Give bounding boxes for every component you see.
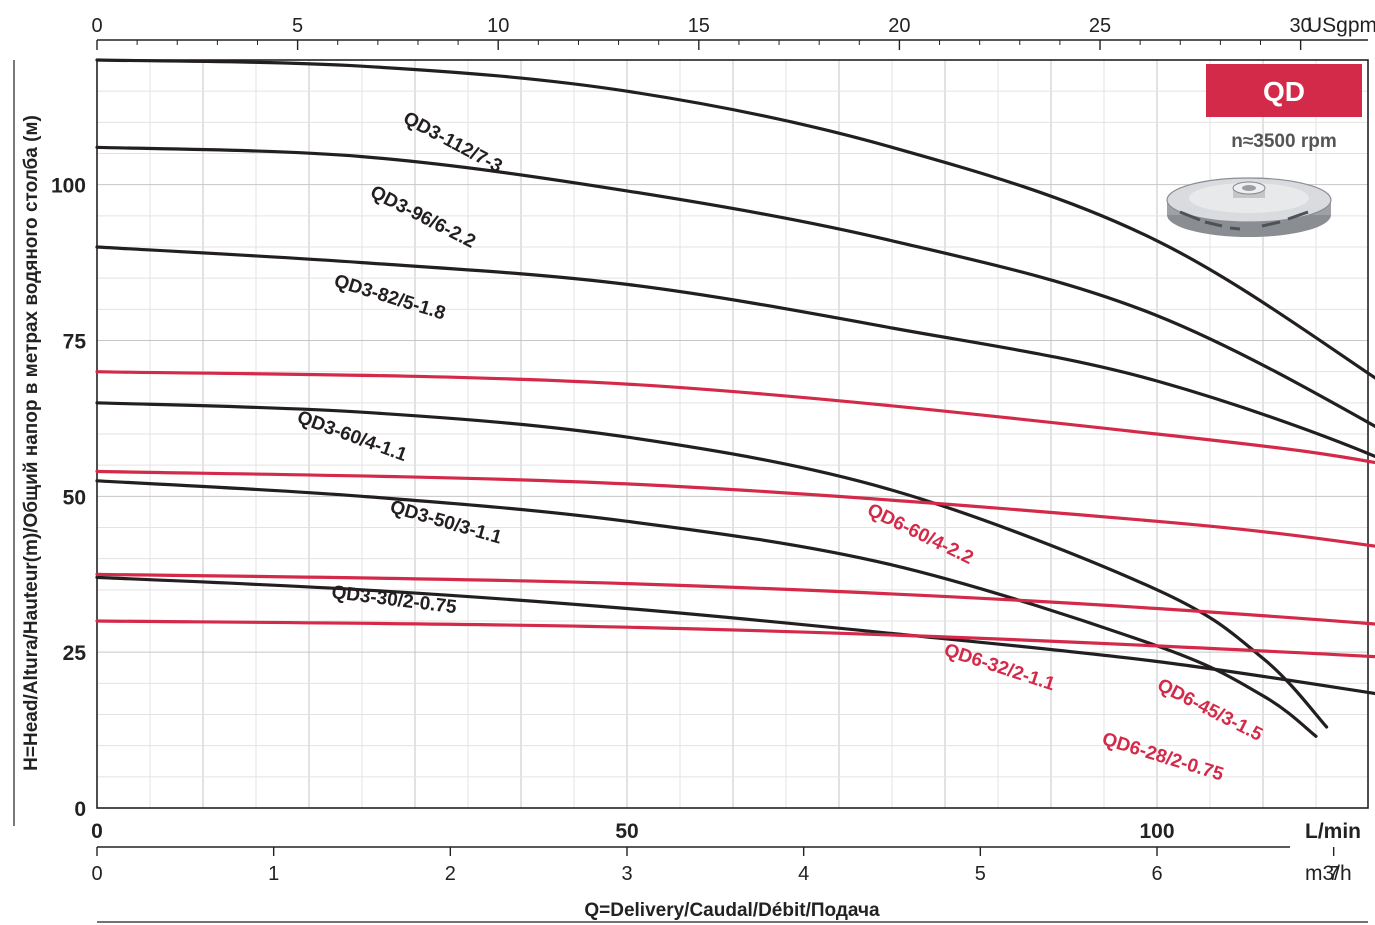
m3h-tick-label: 5 bbox=[975, 863, 986, 885]
x-axis-ticks-lmin: 050100150200 bbox=[91, 820, 1174, 843]
m3h-tick-label: 1 bbox=[268, 863, 279, 885]
speed-label: n≈3500 rpm bbox=[1231, 131, 1336, 152]
m3h-tick-label: 7 bbox=[1328, 863, 1339, 885]
y-tick-label: 75 bbox=[63, 331, 87, 354]
plot-frame bbox=[96, 59, 1369, 809]
y-tick-label: 100 bbox=[51, 175, 86, 198]
curve-label: QD3-30/2-0.75 bbox=[330, 582, 458, 618]
m3h-tick-label: 0 bbox=[91, 863, 102, 885]
curve-qd3-50-3-1-1 bbox=[95, 479, 1318, 738]
y-tick-label: 0 bbox=[74, 798, 86, 821]
curve-label: QD3-60/4-1.1 bbox=[294, 407, 410, 466]
y-axis-title: H=Head/Altura/Hauteur(m)/Общий напор в м… bbox=[21, 115, 42, 771]
x-tick-label-lmin: 50 bbox=[615, 820, 638, 843]
curve-labels: QD3-112/7-3QD3-96/6-2.2QD3-82/5-1.8QD3-6… bbox=[294, 108, 1266, 786]
top-tick-label: 15 bbox=[688, 15, 710, 37]
y-tick-label: 50 bbox=[63, 486, 86, 509]
top-axis-unit: USgpm bbox=[1307, 14, 1375, 37]
m3h-axis-unit: m3/h bbox=[1305, 862, 1352, 885]
y-axis-ticks: 0 25 50 75 100 bbox=[51, 175, 86, 821]
y-tick-label: 25 bbox=[63, 642, 87, 665]
x-axis-ticks-m3h: 012345678910111213 bbox=[91, 847, 1339, 885]
m3h-tick-label: 4 bbox=[798, 863, 809, 885]
top-tick-label: 0 bbox=[91, 15, 102, 37]
curve-label: QD3-96/6-2.2 bbox=[367, 182, 479, 253]
top-tick-label: 5 bbox=[292, 15, 303, 37]
model-badge-label: QD bbox=[1263, 76, 1305, 107]
model-badge bbox=[1206, 64, 1362, 117]
curve-qd6-45-3-1-5 bbox=[95, 469, 1375, 548]
x-axis-title: Q=Delivery/Caudal/Débit/Подача bbox=[584, 900, 880, 921]
curve-qd6-60-4-2-2 bbox=[95, 370, 1375, 465]
impeller-icon bbox=[1166, 177, 1332, 237]
top-tick-label: 20 bbox=[888, 15, 910, 37]
curve-qd6-28-2-0-75 bbox=[95, 619, 1375, 659]
performance-curves bbox=[95, 58, 1375, 738]
m3h-tick-label: 3 bbox=[621, 863, 632, 885]
top-tick-label: 25 bbox=[1089, 15, 1111, 37]
curve-qd3-82-5-1-8 bbox=[95, 245, 1375, 459]
m3h-tick-label: 6 bbox=[1151, 863, 1162, 885]
curve-qd3-112-7-3 bbox=[95, 58, 1375, 380]
top-axis-ticks: 0510152025303540455055 bbox=[91, 15, 1312, 50]
x-tick-label-lmin: 100 bbox=[1139, 820, 1174, 843]
top-tick-label: 30 bbox=[1290, 15, 1312, 37]
curve-label: QD3-82/5-1.8 bbox=[332, 271, 448, 325]
curve-qd3-60-4-1-1 bbox=[95, 401, 1329, 729]
curve-qd6-32-2-1-1 bbox=[95, 572, 1375, 626]
curve-qd3-96-6-2-2 bbox=[95, 145, 1375, 429]
x-axis-unit-lmin: L/min bbox=[1305, 820, 1361, 843]
top-tick-label: 10 bbox=[487, 15, 509, 37]
curve-qd3-30-2-0-75 bbox=[95, 575, 1375, 696]
m3h-tick-label: 2 bbox=[445, 863, 456, 885]
x-tick-label-lmin: 0 bbox=[91, 820, 103, 843]
